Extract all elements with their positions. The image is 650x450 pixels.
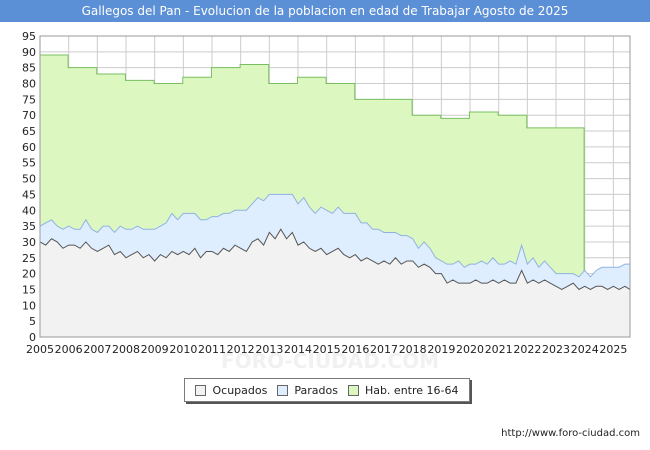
y-tick-label-35: 35 (22, 220, 36, 233)
x-tick-label-2024: 2024 (571, 343, 599, 356)
y-tick-label-20: 20 (22, 268, 36, 281)
y-tick-label-50: 50 (22, 173, 36, 186)
x-tick-label-2010: 2010 (169, 343, 197, 356)
x-tick-label-2018: 2018 (399, 343, 427, 356)
y-tick-label-55: 55 (22, 157, 36, 170)
x-tick-label-2014: 2014 (284, 343, 312, 356)
x-tick-label-2017: 2017 (370, 343, 398, 356)
x-tick-label-2023: 2023 (542, 343, 570, 356)
x-tick-label-2016: 2016 (341, 343, 369, 356)
x-tick-label-2022: 2022 (513, 343, 541, 356)
y-tick-label-80: 80 (22, 78, 36, 91)
x-tick-label-2005: 2005 (26, 343, 54, 356)
y-tick-label-40: 40 (22, 204, 36, 217)
y-tick-label-10: 10 (22, 299, 36, 312)
x-tick-label-2025: 2025 (599, 343, 627, 356)
legend-swatch-ocupados (195, 384, 207, 396)
y-tick-label-5: 5 (29, 315, 36, 328)
ocupados-area (40, 229, 630, 337)
hab-line (40, 54, 585, 337)
y-tick-label-45: 45 (22, 188, 36, 201)
x-tick-label-2019: 2019 (427, 343, 455, 356)
y-tick-label-95: 95 (22, 30, 36, 43)
y-tick-label-60: 60 (22, 141, 36, 154)
y-tick-label-90: 90 (22, 46, 36, 59)
legend-swatch-hab (347, 384, 359, 396)
parados-area (40, 194, 630, 290)
ocupados-line (39, 228, 631, 291)
legend-label-hab: Hab. entre 16-64 (364, 383, 459, 397)
x-tick-label-2015: 2015 (313, 343, 341, 356)
legend-item-hab: Hab. entre 16-64 (347, 383, 459, 397)
x-axis-ticks: 2005 2006 2007 2008 2009 2010 2011 2012 2013 2014… (26, 343, 627, 356)
chart-title: Gallegos del Pan - Evolucion de la pobla… (0, 0, 650, 22)
y-tick-label-0: 0 (29, 331, 36, 344)
y-tick-label-85: 85 (22, 62, 36, 75)
x-tick-label-2007: 2007 (83, 343, 111, 356)
x-tick-label-2012: 2012 (227, 343, 255, 356)
legend-swatch-parados (277, 384, 289, 396)
legend-label-parados: Parados (294, 383, 338, 397)
y-tick-label-25: 25 (22, 252, 36, 265)
x-tick-label-2021: 2021 (485, 343, 513, 356)
source-link[interactable]: http://www.foro-ciudad.com (501, 428, 640, 439)
y-tick-label-75: 75 (22, 93, 36, 106)
x-tick-label-2008: 2008 (112, 343, 140, 356)
x-tick-label-2009: 2009 (141, 343, 169, 356)
y-tick-label-15: 15 (22, 283, 36, 296)
series-areas (39, 54, 631, 337)
y-tick-label-30: 30 (22, 236, 36, 249)
y-tick-label-70: 70 (22, 109, 36, 122)
legend: Ocupados Parados Hab. entre 16-64 (184, 378, 470, 402)
x-tick-label-2011: 2011 (198, 343, 226, 356)
y-tick-label-65: 65 (22, 125, 36, 138)
x-tick-label-2020: 2020 (456, 343, 484, 356)
watermark: FORO-CIUDAD.COM (221, 349, 439, 373)
plot-frame (39, 35, 631, 338)
x-tick-label-2006: 2006 (55, 343, 83, 356)
parados-line (39, 193, 630, 278)
legend-label-ocupados: Ocupados (212, 383, 268, 397)
y-axis-ticks: 0 5 10 15 20 25 30 35 40 45 50 55 60 65 70 75 80 85 90 95 (22, 30, 36, 344)
legend-item-ocupados: Ocupados (195, 384, 267, 397)
x-tick-label-2013: 2013 (255, 343, 283, 356)
legend-item-parados: Parados (277, 384, 338, 397)
